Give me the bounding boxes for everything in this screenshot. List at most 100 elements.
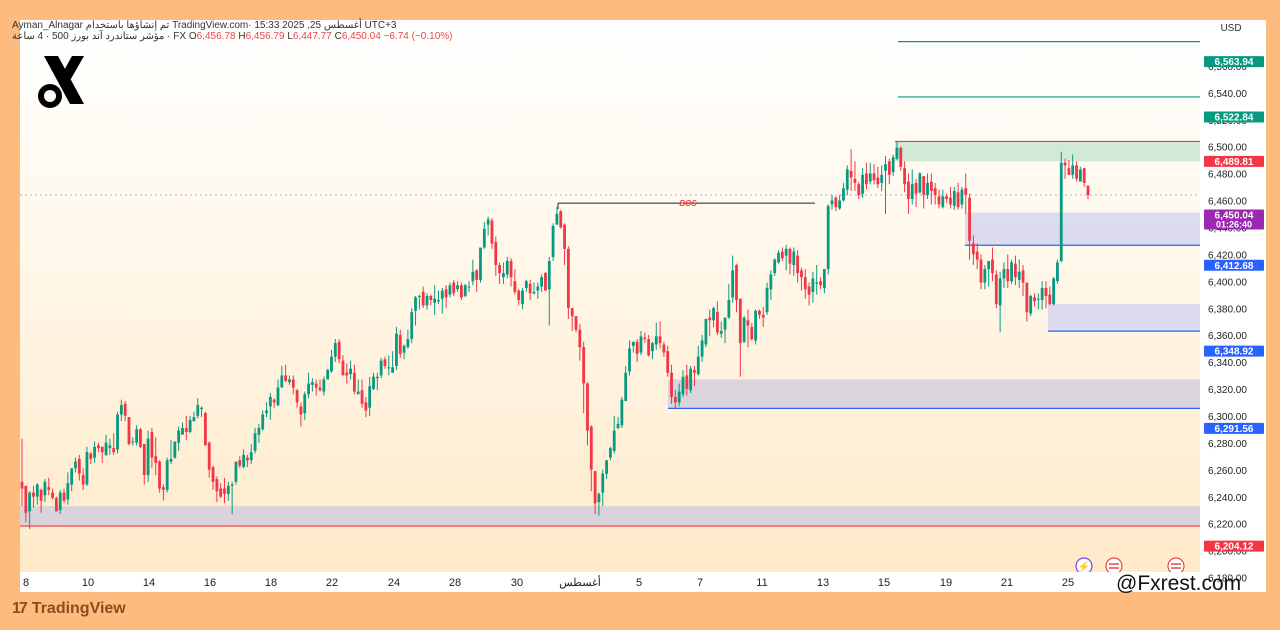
candle-body (861, 174, 864, 194)
candle-body (177, 430, 181, 443)
candle-body (589, 426, 593, 470)
candle-body (983, 269, 987, 283)
candle-body (303, 394, 307, 414)
candle-body (104, 442, 108, 455)
low-value: 6,447.77 (292, 31, 332, 42)
brand-x-logo-icon (38, 56, 84, 108)
candle-body (276, 387, 280, 406)
candle-body (1056, 262, 1059, 282)
candle-body (440, 290, 444, 299)
candle-body (899, 147, 903, 167)
currency-label[interactable]: USD (1220, 23, 1242, 34)
candle-body (456, 285, 459, 290)
candle-body (234, 461, 238, 482)
candle-body (85, 452, 89, 485)
candle-body (20, 481, 24, 489)
tradingview-logo-text: TradingView (31, 600, 126, 617)
candle-body (551, 225, 555, 257)
candle-body (280, 375, 284, 388)
candle-body (135, 429, 139, 443)
candle-body (184, 427, 188, 432)
candle-body (845, 169, 849, 190)
candle-body (131, 441, 135, 443)
candlestick-chart[interactable]: BOS ⚡ (20, 20, 1200, 572)
candle-body (937, 196, 941, 205)
candle-body (463, 285, 467, 296)
candle-body (773, 259, 777, 274)
high-label: H (238, 31, 246, 42)
x-tick-label: 16 (204, 577, 216, 589)
candle-body (226, 485, 230, 494)
watermark: @Fxrest.com (1116, 572, 1242, 595)
candle-body (593, 471, 597, 504)
chart-pane[interactable]: BOS ⚡ (20, 20, 1200, 592)
price-label-box (1204, 422, 1264, 434)
candle-body (620, 399, 624, 426)
x-tick-label: أغسطس (559, 575, 601, 589)
candle-body (196, 405, 200, 416)
candle-body (800, 270, 803, 278)
candle-body (807, 286, 811, 295)
candle-body (979, 259, 983, 283)
candle-body (811, 278, 815, 292)
candle-body (421, 291, 425, 306)
candle-body (666, 351, 670, 373)
candle-body (70, 468, 74, 485)
candle-body (54, 497, 58, 512)
x-tick-label: 5 (636, 577, 642, 589)
candle-body (437, 300, 440, 302)
candle-body (494, 242, 498, 266)
y-tick-label: 6,220.00 (1208, 520, 1247, 531)
candle-body (903, 168, 907, 185)
candle-body (1078, 169, 1082, 182)
candle-body (639, 336, 643, 353)
candle-body (952, 190, 956, 206)
candle-body (822, 269, 826, 288)
candle-body (849, 170, 853, 178)
candle-body (628, 348, 631, 372)
price-label-value: 6,563.94 (1215, 57, 1254, 68)
candle-body (929, 181, 933, 191)
candle-body (1086, 185, 1090, 196)
y-tick-label: 6,180.00 (1208, 574, 1247, 585)
candle-body (1017, 271, 1021, 280)
candle-body (268, 396, 272, 407)
candle-body (582, 347, 586, 384)
candle-body (540, 277, 544, 287)
y-tick-label: 6,320.00 (1208, 385, 1247, 396)
symbol-header: Ayman_Alnagar تم إنشاؤها باستخدام Tradin… (12, 20, 452, 42)
candle-body (77, 458, 81, 474)
price-label-box (1204, 56, 1264, 68)
candle-body (784, 248, 788, 256)
candle-body (284, 375, 288, 381)
candle-body (842, 188, 845, 201)
tradingview-logo[interactable]: 17 TradingView (12, 600, 126, 618)
y-tick-label: 6,280.00 (1208, 439, 1247, 450)
candle-body (406, 339, 410, 348)
price-scale[interactable]: 6,180.00 6,200.00 6,220.00 6,240.00 6,260.00… (1200, 20, 1266, 592)
candle-body (570, 308, 574, 317)
candle-body (173, 441, 177, 458)
candle-body (341, 360, 345, 376)
candle-body (1010, 262, 1013, 282)
candle-body (895, 147, 899, 159)
candle-body (991, 259, 994, 274)
zone-box (1048, 304, 1200, 332)
candle-body (544, 273, 547, 291)
candle-body (513, 281, 517, 292)
candle-body (704, 318, 708, 345)
candle-body (116, 414, 119, 450)
time-scale[interactable]: 8 10 14 16 18 22 24 28 30 أغسطس 5 7 11 13 15 19 21 25 (20, 572, 1200, 592)
candle-body (735, 265, 738, 301)
candle-body (712, 308, 715, 321)
y-tick-label: 6,500.00 (1208, 143, 1247, 154)
candle-body (43, 481, 47, 496)
candle-body (1033, 297, 1036, 302)
tradingview-mark-icon: 17 (12, 600, 28, 617)
candle-body (994, 274, 998, 305)
y-tick-label: 6,200.00 (1208, 547, 1247, 558)
price-label-box (1204, 345, 1264, 357)
candle-body (414, 297, 417, 311)
candle-body (322, 379, 326, 392)
y-tick-label: 6,300.00 (1208, 412, 1247, 423)
